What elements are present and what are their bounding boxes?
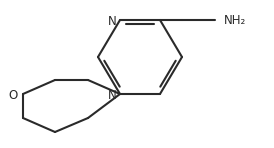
- Text: O: O: [9, 89, 18, 102]
- Text: N: N: [108, 15, 117, 28]
- Text: NH₂: NH₂: [224, 13, 246, 26]
- Text: N: N: [108, 89, 117, 102]
